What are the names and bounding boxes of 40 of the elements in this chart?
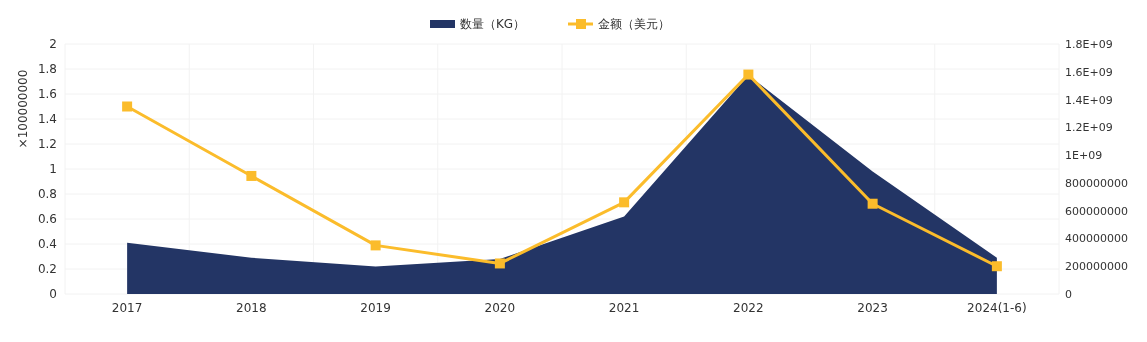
y2-tick-label: 800000000 — [1065, 176, 1128, 190]
y2-tick-label: 600000000 — [1065, 204, 1128, 218]
point — [743, 69, 754, 80]
y2-tick-label: 200000000 — [1065, 260, 1128, 274]
y2-tick-label: 1.2E+09 — [1065, 121, 1113, 135]
point — [619, 197, 630, 208]
y2-tick-label: 1E+09 — [1065, 149, 1103, 163]
y-tick-label: 1.2 — [37, 137, 57, 151]
point — [494, 258, 505, 269]
legend-label: 金额（美元） — [598, 17, 670, 31]
y-tick-label: 0.6 — [37, 212, 57, 226]
y2-tick-label: 0 — [1065, 288, 1072, 301]
x-tick-label: 2018 — [236, 301, 267, 315]
y2-tick-label: 1.4E+09 — [1065, 93, 1113, 107]
x-tick-label: 2019 — [360, 301, 391, 315]
x-tick-label: 2020 — [484, 301, 516, 315]
y-tick-label: 0.8 — [37, 187, 57, 201]
x-tick-label: 2021 — [608, 301, 640, 315]
y-tick-label: 0.2 — [37, 262, 57, 276]
point — [370, 240, 381, 251]
y-tick-label: 2 — [49, 37, 57, 51]
y-axis-title: ×100000000 — [16, 69, 30, 149]
x-tick-label: 2024(1-6) — [967, 301, 1027, 315]
point — [867, 198, 878, 209]
legend-label: 数量（KG） — [460, 17, 526, 31]
y-tick-label: 1 — [49, 162, 57, 176]
y2-tick-label: 1.6E+09 — [1065, 65, 1113, 79]
y2-tick-label: 400000000 — [1065, 232, 1128, 246]
point — [991, 261, 1002, 272]
y2-tick-label: 1.8E+09 — [1065, 38, 1113, 51]
x-tick-label: 2022 — [733, 301, 764, 315]
y-tick-label: 1.6 — [37, 87, 57, 101]
point — [246, 170, 257, 181]
y-tick-label: 0 — [49, 287, 57, 301]
x-tick-label: 2017 — [111, 301, 143, 315]
x-tick-label: 2023 — [857, 301, 888, 315]
point — [122, 101, 133, 112]
y-tick-label: 1.4 — [37, 112, 57, 126]
y-tick-label: 0.4 — [37, 237, 57, 251]
y-tick-label: 1.8 — [37, 62, 57, 76]
